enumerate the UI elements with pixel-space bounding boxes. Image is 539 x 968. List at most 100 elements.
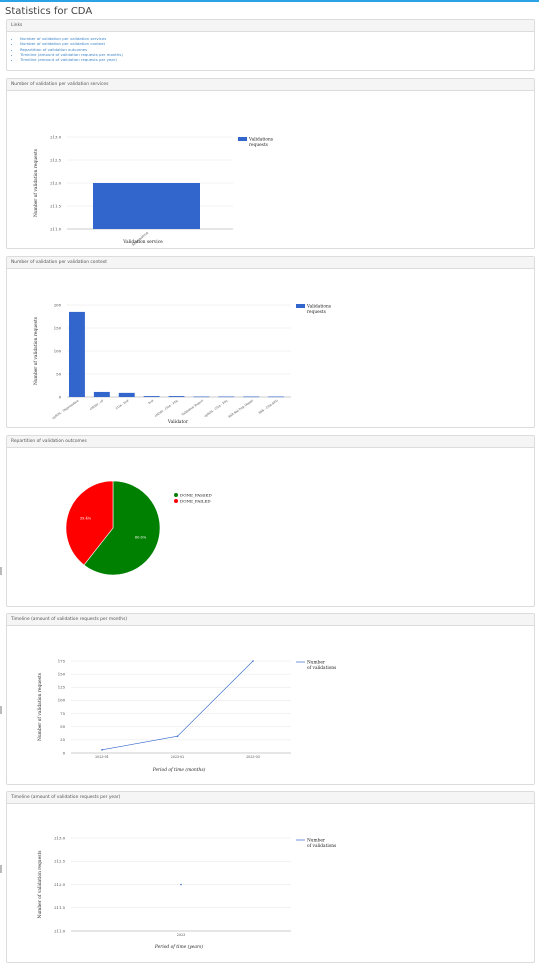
y-tick-label: 0 [63, 750, 66, 755]
y-axis-title: Number of validation requests [34, 316, 39, 385]
y-tick-label: 50 [60, 724, 65, 729]
months-panel-header: Timeline (amount of validation requests … [7, 614, 534, 626]
context-chart: 200 150 100 50 0 Number of validation request… [34, 302, 331, 425]
link-services[interactable]: Number of validation per validation serv… [20, 36, 107, 41]
data-point [101, 749, 103, 751]
edge-marker [0, 865, 2, 873]
x-tick-label: test [147, 398, 155, 405]
years-chart: 213.0 212.5 212.0 211.5 211.0 Number of valid… [38, 835, 336, 950]
link-timeline-year[interactable]: Timeline (amount of validation requests … [20, 57, 117, 63]
outcomes-panel: Repartition of validation outcomes 60.6%… [6, 435, 535, 607]
x-tick-label: SSB - CDA-SED [258, 398, 280, 415]
link-timeline-months[interactable]: Timeline (amount of validation requests … [20, 51, 123, 57]
bar-3 [143, 396, 160, 397]
pie-slice-done-failed [65, 480, 114, 566]
x-axis-title: Validator [167, 420, 189, 425]
data-point [180, 883, 182, 886]
legend-label: of validations [307, 666, 336, 671]
links-panel: Links Number of validation per validatio… [6, 19, 535, 71]
y-tick-label: 50 [56, 371, 61, 376]
y-tick-label: 100 [58, 698, 66, 703]
y-tick-label: 211.0 [50, 226, 61, 231]
y-tick-label: 212.5 [50, 157, 61, 162]
services-panel: Number of validation per validation serv… [6, 78, 535, 249]
bar-schematron [93, 183, 200, 229]
legend-swatch [296, 304, 305, 308]
years-panel: Timeline (amount of validation requests … [6, 791, 535, 963]
bar-2 [118, 392, 135, 397]
context-panel: Number of validation per validation cont… [6, 256, 535, 428]
x-tick-label: 2023-01 [95, 755, 109, 759]
y-tick-label: 150 [54, 325, 62, 330]
y-tick-label: 212.0 [50, 180, 61, 185]
bar-7 [243, 396, 260, 398]
link-context[interactable]: Number of validation per validation cont… [20, 41, 105, 47]
y-tick-label: 150 [58, 671, 66, 676]
outcomes-panel-header: Repartition of validation outcomes [7, 436, 534, 448]
legend-label: Validations [306, 304, 331, 309]
data-point [252, 660, 254, 662]
y-tick-label: 0 [59, 394, 62, 399]
x-tick-label: CDA - test [115, 398, 130, 410]
links-panel-header: Links [7, 20, 534, 32]
services-chart: 213.0 212.5 212.0 211.5 211.0 Number of valid… [34, 134, 273, 247]
x-tick-label: eHDSI - eP [89, 399, 105, 412]
edge-marker [0, 567, 2, 575]
y-tick-label: 212.0 [54, 882, 65, 887]
legend-swatch [238, 137, 247, 141]
months-chart: 175 150 125 100 75 50 25 0 Number of validation … [38, 658, 336, 773]
services-panel-header: Number of validation per validation serv… [7, 79, 534, 91]
y-axis-title: Number of validation requests [34, 148, 39, 217]
bar-5 [193, 396, 210, 398]
pie-slice-done-passed [83, 480, 161, 576]
y-axis-title: Number of validation requests [38, 672, 43, 741]
y-tick-label: 213.0 [54, 835, 65, 840]
y-tick-label: 211.5 [50, 203, 61, 208]
legend-dot [174, 499, 178, 503]
link-outcomes[interactable]: Repartition of validation outcomes [20, 46, 88, 52]
legend-label: Number [307, 838, 326, 843]
x-tick-label: Validation Report [180, 398, 205, 417]
bar-0 [68, 311, 85, 397]
bar-4 [168, 396, 185, 397]
x-tick-label: epSOS - Dispensation [51, 398, 79, 420]
legend-label: of validations [307, 844, 336, 849]
y-tick-label: 200 [54, 302, 62, 307]
y-tick-label: 25 [60, 737, 65, 742]
legend-dot [174, 493, 178, 497]
y-tick-label: 100 [54, 348, 62, 353]
y-axis-title: Number of validation requests [38, 850, 43, 919]
y-tick-label: 75 [60, 711, 65, 716]
y-tick-label: 211.5 [54, 905, 65, 910]
months-panel: Timeline (amount of validation requests … [6, 613, 535, 785]
x-axis-title: Period of time (years) [154, 945, 203, 950]
pie-slice-label: 60.6% [135, 536, 147, 540]
bar-1 [93, 391, 110, 397]
top-accent-bar [0, 0, 539, 2]
bar-6 [218, 396, 235, 398]
page-title: Statistics for CDA [5, 6, 93, 17]
x-tick-label: eHDSI - CDA - PDL [154, 399, 179, 418]
y-tick-label: 125 [58, 685, 66, 690]
pie-slice-label: 39.4% [80, 517, 92, 521]
x-axis-title: Validation service [122, 240, 163, 245]
years-panel-header: Timeline (amount of validation requests … [7, 792, 534, 804]
bar-8 [268, 396, 285, 398]
x-tick-label: epSOS - CDA - PDL [203, 399, 229, 419]
y-tick-label: 211.0 [54, 928, 65, 933]
y-tick-label: 212.5 [54, 859, 65, 864]
y-tick-label: 175 [58, 658, 66, 663]
legend-label: requests [307, 310, 326, 315]
x-tick-label: 2023-03 [246, 755, 260, 759]
legend-label: Number [307, 660, 326, 665]
x-axis-title: Period of time (months) [152, 768, 206, 773]
x-tick-label: 2023-02 [171, 755, 185, 759]
legend-label: requests [249, 143, 268, 148]
data-point [176, 735, 179, 737]
legend-label: DONE_PASSED [180, 492, 212, 497]
y-tick-label: 213.0 [50, 134, 61, 139]
x-tick-label: 2023 [177, 933, 185, 937]
legend-label: DONE_FAILED [180, 498, 211, 503]
edge-marker [0, 706, 2, 714]
